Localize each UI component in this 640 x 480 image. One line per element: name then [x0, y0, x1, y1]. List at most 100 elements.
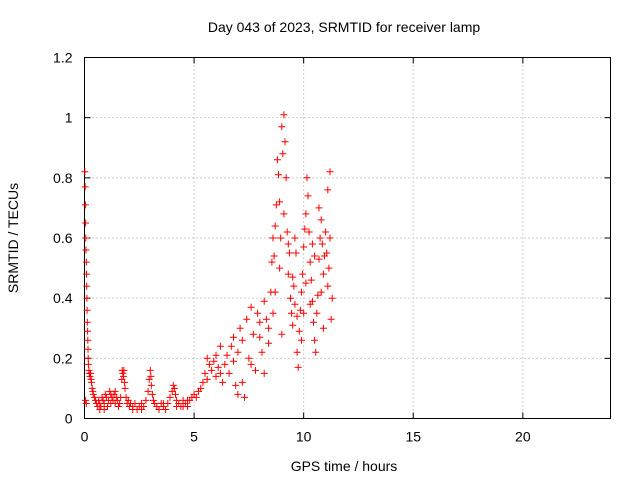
data-point	[265, 324, 273, 332]
data-point	[303, 174, 311, 182]
data-point	[148, 390, 156, 398]
data-point	[184, 396, 191, 404]
data-point	[282, 174, 290, 182]
data-point	[203, 375, 211, 383]
data-point	[173, 403, 181, 410]
data-point	[280, 210, 288, 218]
data-point	[276, 264, 284, 272]
data-point	[116, 400, 124, 407]
data-point	[280, 111, 288, 119]
data-point	[170, 384, 178, 392]
data-point	[232, 381, 240, 389]
data-point	[90, 393, 98, 401]
data-point	[120, 366, 128, 374]
data-point	[308, 240, 316, 248]
data-point	[269, 234, 277, 242]
data-point	[82, 400, 90, 407]
data-point	[311, 336, 319, 344]
data-point	[145, 375, 153, 383]
data-point	[82, 258, 90, 266]
x-tick-label: 15	[405, 429, 421, 445]
data-point	[238, 336, 246, 344]
data-point	[307, 276, 315, 284]
data-point	[147, 372, 155, 380]
data-point	[300, 309, 308, 317]
data-point	[221, 360, 229, 368]
data-point	[169, 381, 177, 389]
data-point	[300, 243, 308, 251]
data-point	[310, 318, 317, 326]
data-point	[268, 258, 276, 266]
data-point	[302, 210, 310, 218]
data-point	[82, 396, 90, 404]
y-tick-label: 0.2	[53, 350, 73, 366]
data-point	[318, 240, 326, 248]
data-point	[203, 354, 211, 362]
data-point	[252, 366, 259, 374]
data-point	[107, 390, 115, 398]
data-point	[120, 372, 127, 380]
data-point	[210, 357, 218, 365]
data-point	[100, 400, 108, 407]
data-point	[305, 228, 313, 236]
data-point	[319, 324, 327, 332]
data-point	[289, 273, 297, 281]
data-point	[284, 240, 292, 248]
data-point	[227, 342, 235, 350]
data-point	[216, 369, 224, 377]
data-point	[83, 282, 91, 290]
data-point	[272, 201, 280, 209]
data-point	[243, 315, 251, 323]
data-point	[84, 354, 92, 362]
data-point	[83, 294, 91, 302]
data-point	[236, 324, 244, 332]
y-tick-label: 0.8	[53, 170, 73, 186]
data-point	[327, 315, 335, 323]
data-point	[81, 183, 89, 191]
data-point	[216, 342, 224, 350]
y-tick-label: 1	[65, 110, 73, 126]
data-point	[269, 309, 277, 317]
data-point	[324, 282, 332, 290]
data-point	[86, 372, 94, 380]
data-point	[111, 387, 119, 395]
data-point	[119, 369, 127, 377]
data-point	[285, 249, 293, 257]
data-point	[301, 225, 309, 233]
data-point	[234, 390, 242, 398]
data-point	[212, 372, 220, 380]
data-point	[292, 249, 300, 257]
data-point	[277, 234, 285, 242]
data-point	[144, 387, 152, 395]
data-point	[317, 216, 325, 224]
data-point	[287, 294, 294, 302]
data-point	[179, 403, 187, 410]
data-point	[296, 306, 304, 314]
data-point	[131, 400, 139, 407]
data-point	[84, 336, 92, 344]
data-point	[89, 390, 97, 398]
data-point	[271, 288, 279, 296]
data-point	[249, 330, 257, 338]
data-point	[88, 378, 95, 386]
data-point	[293, 348, 301, 356]
data-point	[84, 345, 92, 353]
data-point	[254, 309, 262, 317]
data-point	[316, 234, 324, 242]
data-point	[83, 306, 91, 314]
data-point	[313, 309, 321, 317]
data-point	[312, 348, 320, 356]
data-point	[82, 246, 90, 254]
data-point	[256, 318, 264, 326]
data-point	[279, 150, 287, 158]
data-point	[82, 234, 90, 242]
data-point	[83, 318, 91, 326]
data-point	[238, 378, 246, 386]
data-point	[273, 156, 281, 164]
data-point	[81, 168, 89, 176]
data-point	[197, 384, 205, 392]
data-point	[298, 336, 305, 344]
data-point	[241, 393, 248, 401]
data-point	[311, 252, 319, 260]
y-tick-label: 0	[65, 411, 73, 427]
